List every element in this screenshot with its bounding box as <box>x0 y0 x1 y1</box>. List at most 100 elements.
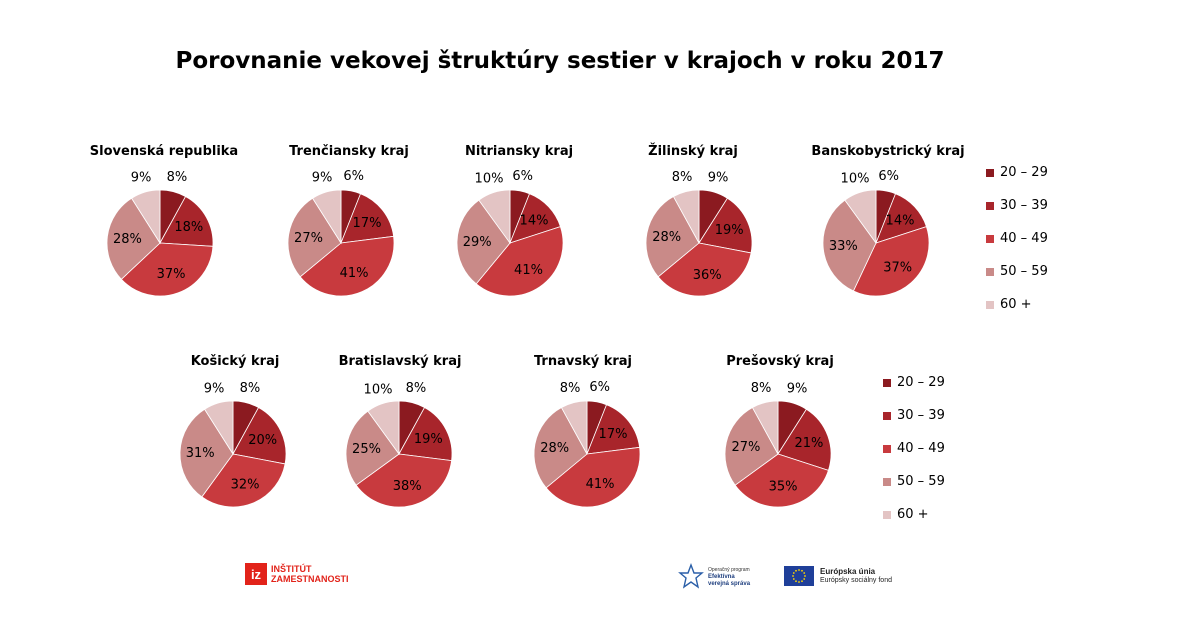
star-icon <box>678 563 704 589</box>
eu-logo-text: Európska únia Európsky sociálny fond <box>820 567 892 585</box>
pie-data-label: 41% <box>514 263 543 278</box>
pie-chart: Slovenská republika 8% 18% 37% 28% 9% <box>90 144 238 297</box>
pie-data-label: 17% <box>599 427 628 442</box>
ovs-logo-line3: verejná správa <box>708 580 751 587</box>
pie-slice <box>478 189 511 245</box>
pie-data-label: 27% <box>731 440 760 455</box>
pie-slice <box>822 199 877 292</box>
pie-slice <box>698 197 753 254</box>
pie-slice <box>560 400 588 455</box>
pie-data-label: 19% <box>414 432 443 447</box>
legend-swatch <box>883 510 891 519</box>
ovs-logo-text: Operačný program Efektívna verejná správ… <box>708 567 750 588</box>
pie-slice <box>232 407 287 465</box>
pie-slice <box>672 189 700 244</box>
pie-data-label: 6% <box>878 169 899 184</box>
pie-data-label: 29% <box>463 235 492 250</box>
pie-data-label: 38% <box>393 479 422 494</box>
eu-flag-icon <box>784 566 814 586</box>
pie-slice <box>120 242 214 297</box>
pie-data-label: 35% <box>769 480 798 495</box>
legend-label: 30 – 39 <box>1000 198 1048 213</box>
legend-item-30-39: 30 – 39 <box>883 399 945 432</box>
iz-logo-text: INŠTITÚT ZAMESTNANOSTI <box>271 564 349 584</box>
pie-slice <box>398 407 453 462</box>
legend-label: 20 – 29 <box>1000 165 1048 180</box>
ovs-logo-line1: Operačný program <box>708 566 750 573</box>
pie-data-label: 37% <box>883 261 912 276</box>
legend-item-60-plus: 60 + <box>883 498 945 531</box>
pie-data-label: 14% <box>520 214 549 229</box>
legend-swatch <box>986 168 994 177</box>
legend-item-50-59: 50 – 59 <box>986 255 1048 288</box>
legend-item-20-29: 20 – 29 <box>986 156 1048 189</box>
pie-chart: Trnavský kraj 6% 17% 41% 28% 8% <box>533 354 641 508</box>
iz-logo-mark: iz <box>245 563 267 585</box>
pie-data-label: 41% <box>586 477 615 492</box>
pie-data-label: 32% <box>231 478 260 493</box>
eu-logo-line2: Európsky sociálny fond <box>820 576 892 584</box>
legend-item-40-49: 40 – 49 <box>986 222 1048 255</box>
legend-swatch <box>883 378 891 387</box>
pie-slice <box>131 189 161 245</box>
pie-slice <box>299 235 395 297</box>
pie-slice <box>533 407 588 489</box>
pie-slice <box>201 453 286 508</box>
pie-title: Prešovský kraj <box>726 354 834 369</box>
ovs-logo-line2: Efektívna <box>708 573 735 580</box>
pie-data-label: 33% <box>829 239 858 254</box>
pie-data-label: 28% <box>652 230 681 245</box>
legend-swatch <box>986 267 994 276</box>
pie-data-label: 28% <box>113 232 142 247</box>
pie-title: Žilinský kraj <box>648 143 738 159</box>
pie-chart: Nitriansky kraj 6% 14% 41% 29% 10% <box>456 144 573 297</box>
pie-title: Trenčiansky kraj <box>289 144 409 159</box>
legend-label: 40 – 49 <box>897 441 945 456</box>
pie-slice <box>312 189 342 245</box>
pie-data-label: 10% <box>475 171 504 186</box>
legend-swatch <box>986 300 994 309</box>
pie-slice <box>355 453 453 508</box>
pie-slice <box>545 446 641 508</box>
pie-data-label: 25% <box>352 442 381 457</box>
pie-data-label: 8% <box>672 170 693 185</box>
pie-data-label: 17% <box>353 216 382 231</box>
pie-slice <box>586 404 641 455</box>
legend-swatch <box>883 444 891 453</box>
pie-chart: Trenčiansky kraj 6% 17% 41% 27% 9% <box>287 144 409 297</box>
legend-item-30-39: 30 – 39 <box>986 189 1048 222</box>
legend-bottom: 20 – 29 30 – 39 40 – 49 50 – 59 60 + <box>883 366 945 531</box>
pie-data-label: 41% <box>340 266 369 281</box>
pie-data-label: 6% <box>512 169 533 184</box>
pie-slice <box>345 410 400 486</box>
legend-label: 60 + <box>1000 297 1032 312</box>
pie-slice <box>657 242 752 297</box>
pie-data-label: 36% <box>693 268 722 283</box>
legend-label: 20 – 29 <box>897 375 945 390</box>
pie-data-label: 31% <box>186 446 215 461</box>
legend-swatch <box>986 201 994 210</box>
pie-chart: Košický kraj 8% 20% 32% 31% 9% <box>179 354 287 508</box>
pie-data-label: 9% <box>204 382 225 397</box>
pie-slice <box>367 400 400 456</box>
pie-slice <box>106 197 161 280</box>
pie-data-label: 9% <box>708 171 729 186</box>
pie-data-label: 27% <box>294 231 323 246</box>
pie-slice <box>179 408 234 498</box>
pie-slice <box>340 193 395 244</box>
pie-slice <box>287 197 342 278</box>
legend-item-40-49: 40 – 49 <box>883 432 945 465</box>
pie-data-label: 8% <box>240 381 261 396</box>
pie-data-label: 8% <box>751 381 772 396</box>
legend-item-20-29: 20 – 29 <box>883 366 945 399</box>
legend-label: 60 + <box>897 507 929 522</box>
pie-title: Slovenská republika <box>90 144 238 159</box>
pie-data-label: 9% <box>787 382 808 397</box>
pie-chart: Žilinský kraj 9% 19% 36% 28% 8% <box>645 143 753 297</box>
pie-data-label: 28% <box>540 441 569 456</box>
legend-item-50-59: 50 – 59 <box>883 465 945 498</box>
pie-slice <box>204 400 234 456</box>
pie-data-label: 19% <box>715 223 744 238</box>
pie-data-label: 9% <box>312 171 333 186</box>
